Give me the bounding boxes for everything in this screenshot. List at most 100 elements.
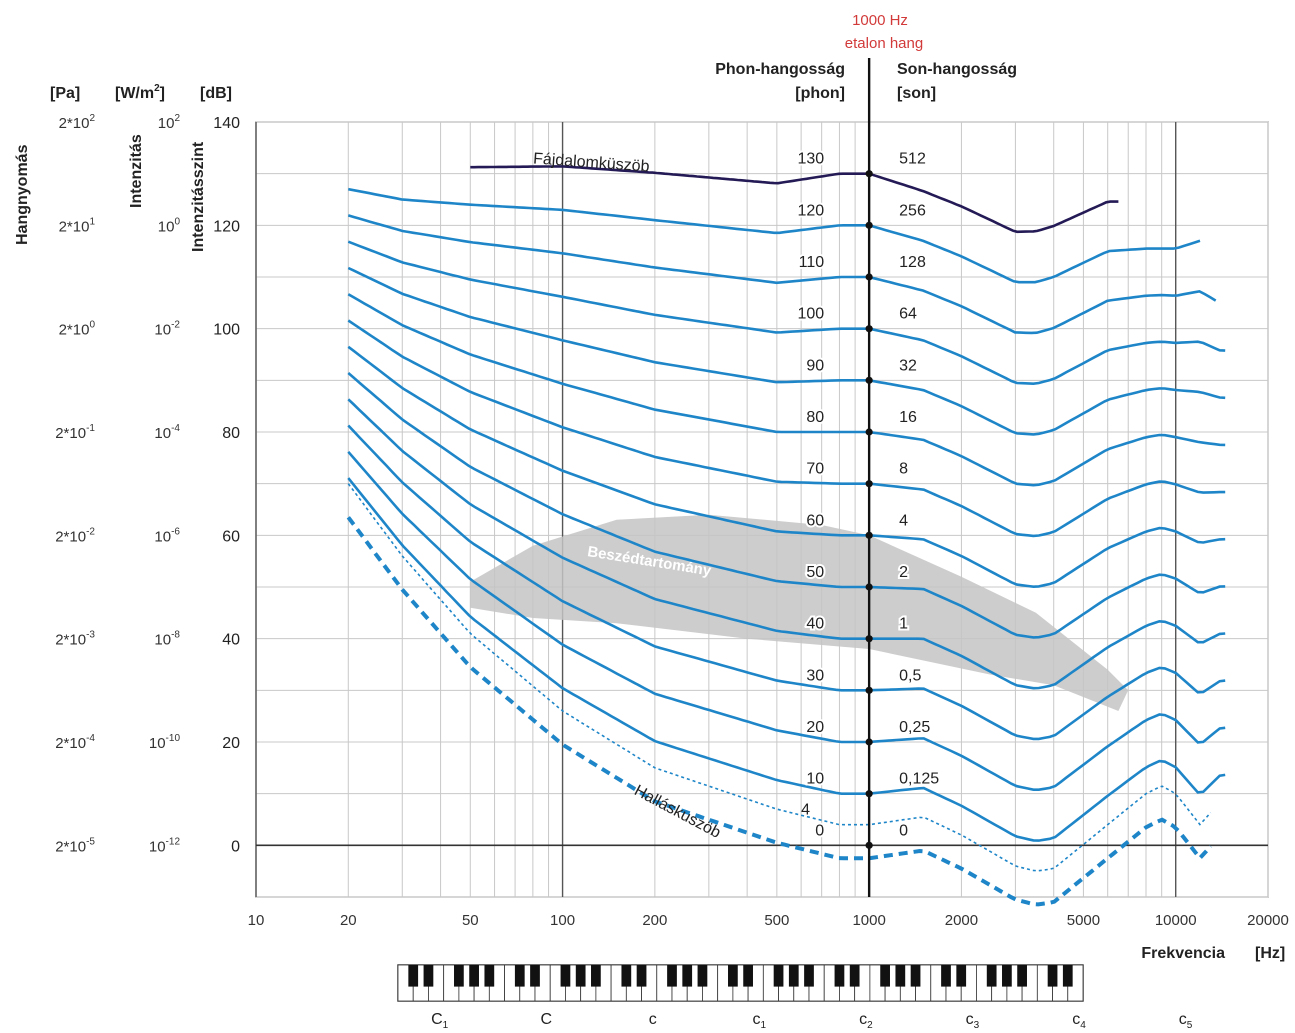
son-label: 0,25 [899,719,930,736]
y-axes: 140 2*102 102 120 2*101 100 100 2*100 10-2 80 2*10… [55,113,240,855]
son-unit: [son] [897,85,936,102]
intensity-tick-label: 100 [158,216,181,235]
dotted-curve-label: 4 [801,801,810,818]
black-key [956,965,967,987]
pressure-tick-label: 2*100 [59,320,96,339]
phon-label: 60 [806,512,824,529]
x-tick-label: 50 [462,912,479,929]
curves-layer [346,165,1226,907]
black-key [1062,965,1073,987]
son-label: 256 [899,202,926,219]
phon-label: 120 [797,202,824,219]
loudness-curve-10-phon [347,477,1226,842]
intensity-tick-label: 10-12 [149,836,181,855]
pressure-tick-label: 2*101 [59,216,96,235]
son-label: 16 [899,409,917,426]
x-tick-label: 2000 [945,912,978,929]
intensity-tick-label: 10-2 [154,320,180,339]
black-key [575,965,586,987]
loudness-curve-40-phon [347,398,1226,690]
son-label: 32 [899,357,917,374]
loudness-curve-100-phon [347,240,1226,386]
piano-note-label: c3 [966,1011,980,1031]
black-key [743,965,753,987]
piano-note-label: C [540,1011,552,1028]
loudness-curve-70-phon [347,319,1226,538]
x-tick-label: 200 [642,912,667,929]
loudness-curve-120-phon [348,187,1201,284]
son-label: 2 [899,564,908,581]
phon-label: 40 [806,616,824,633]
black-key [788,965,799,987]
son-label: 0,125 [899,771,939,788]
x-axis-title: Frekvencia [1141,945,1225,962]
loudness-curve-90-phon [347,266,1226,436]
piano-note-label: c2 [859,1011,873,1031]
db-tick-label: 60 [222,528,240,545]
hearing-threshold-dashed [346,516,1213,907]
son-label: 64 [899,306,917,323]
pressure-tick-label: 2*102 [59,113,96,132]
son-label: 4 [899,512,908,529]
phon-label: 10 [806,771,824,788]
loudness-curve-30-phon [347,424,1226,741]
black-key [667,965,677,987]
piano-note-label: c4 [1072,1011,1086,1031]
loudness-curve-50-phon [347,372,1226,639]
x-tick-label: 10 [248,912,265,929]
black-key [484,965,495,987]
pain-threshold-curve [470,165,1119,234]
intensity-axis-title: Intenzitás [128,134,145,208]
speech-area-layer: Beszédtartomány [470,514,1129,711]
intensity-tick-label: 10-8 [154,630,180,649]
son-label: 128 [899,254,926,271]
black-key [728,965,738,987]
x-tick-label: 500 [764,912,789,929]
black-key [773,965,784,987]
db-unit-header: [dB] [200,85,232,102]
reference-tone-sublabel: etalon hang [845,35,923,52]
db-tick-label: 40 [222,632,240,649]
x-tick-label: 5000 [1067,912,1100,929]
phon-label: 70 [806,461,824,478]
black-key [591,965,601,987]
phon-label: 20 [806,719,824,736]
x-tick-label: 10000 [1155,912,1197,929]
loudness-curve-60-phon [347,345,1226,589]
pressure-tick-label: 2*10-4 [55,733,95,752]
labels-layer: 0 0 10 0,125 20 0,25 30 0,5 40 1 50 2 60 4 70 8 80 16 90 32… [533,58,941,897]
black-key [530,965,540,987]
black-key [636,965,647,987]
phon-unit: [phon] [795,85,845,102]
intensity-tick-label: 10-6 [154,526,180,545]
black-key [514,965,525,987]
son-label: 0,5 [899,667,921,684]
piano-note-label: c1 [753,1011,767,1031]
black-key [469,965,479,987]
pain-threshold-label: Fájdalomküszöb [533,150,651,175]
x-axis-unit: [Hz] [1255,945,1285,962]
plot-frame [255,121,1269,898]
loudness-curve-80-phon [347,293,1226,487]
pressure-tick-label: 2*10-2 [55,526,95,545]
sound-pressure-axis-title: Hangnyomás [14,144,31,245]
black-key [849,965,860,987]
black-key [621,965,632,987]
son-label: 1 [899,616,908,633]
db-tick-label: 120 [213,218,240,235]
black-key [910,965,921,987]
black-key [1047,965,1058,987]
x-tick-label: 1000 [852,912,885,929]
speech-area [470,514,1129,711]
x-tick-label: 100 [550,912,575,929]
pa-unit-header: [Pa] [50,85,80,102]
phon-label: 130 [797,151,824,168]
x-tick-label: 20000 [1247,912,1289,929]
black-key [986,965,997,987]
phon-title: Phon-hangosság [715,61,845,78]
black-key [423,965,434,987]
intensity-unit-header: [W/m2] [115,83,165,102]
intensity-tick-label: 10-4 [154,423,180,442]
black-key [560,965,571,987]
loudness-curve-110-phon [347,214,1217,335]
